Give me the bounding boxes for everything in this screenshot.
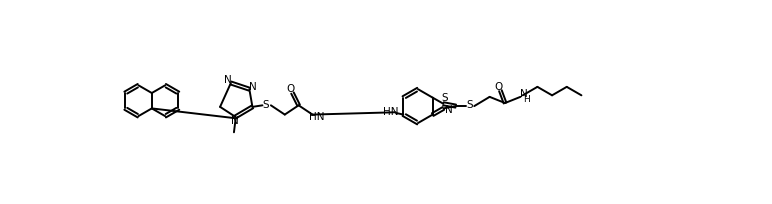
Text: N: N	[249, 82, 257, 92]
Text: O: O	[286, 84, 294, 94]
Text: N: N	[520, 89, 527, 99]
Text: N: N	[231, 116, 239, 126]
Text: S: S	[441, 93, 448, 103]
Text: S: S	[466, 100, 473, 110]
Text: S: S	[262, 100, 269, 110]
Text: O: O	[495, 82, 503, 92]
Text: N: N	[445, 105, 452, 115]
Text: H: H	[523, 95, 530, 104]
Text: N: N	[224, 75, 232, 85]
Text: HN: HN	[383, 107, 399, 117]
Text: HN: HN	[310, 112, 325, 122]
